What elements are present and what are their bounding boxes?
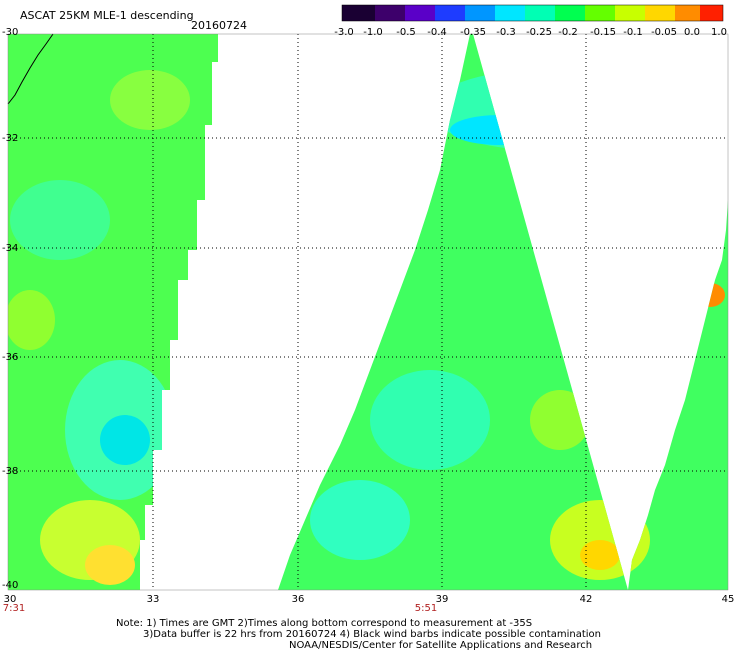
colorbar-tick-label: -0.5 — [396, 27, 416, 38]
colorbar-tick-label: -0.3 — [496, 27, 516, 38]
colorbar-tick-label: -0.05 — [651, 27, 677, 38]
lat-label: -34 — [2, 243, 19, 254]
footnote-line-1: Note: 1) Times are GMT 2)Times along bot… — [116, 618, 533, 629]
map-date: 20160724 — [191, 19, 247, 32]
lat-label: -38 — [2, 466, 19, 477]
footnote-line-2: 3)Data buffer is 22 hrs from 20160724 4)… — [143, 629, 601, 640]
lat-label: -32 — [2, 133, 19, 144]
colorbar-tick-label: -3.0 — [334, 27, 354, 38]
colorbar-tick-label: -0.15 — [590, 27, 616, 38]
time-label: 5:51 — [414, 603, 438, 614]
colorbar-tick-label: 1.0 — [711, 27, 727, 38]
lon-label: 36 — [291, 594, 305, 605]
colorbar-tick-label: -0.25 — [526, 27, 552, 38]
colorbar-tick-label: -0.4 — [427, 27, 447, 38]
lat-label: -30 — [2, 27, 19, 38]
colorbar-tick-label: -0.2 — [558, 27, 578, 38]
lon-label: 39 — [435, 594, 449, 605]
map-title: ASCAT 25KM MLE-1 descending — [20, 9, 194, 22]
colorbar — [341, 4, 724, 22]
colorbar-tick-label: -1.0 — [363, 27, 383, 38]
footnote-line-3: NOAA/NESDIS/Center for Satellite Applica… — [289, 640, 593, 651]
map-frame — [7, 33, 729, 591]
lon-label: 30 — [3, 594, 17, 605]
swath-left — [8, 34, 218, 590]
colorbar-tick-label: -0.35 — [460, 27, 486, 38]
colorbar-tick-label: -0.1 — [623, 27, 643, 38]
grid-lines — [8, 34, 728, 590]
colorbar-tick-label: 0.0 — [684, 27, 700, 38]
lat-label: -36 — [2, 352, 19, 363]
lon-label: 42 — [579, 594, 593, 605]
swath-right — [278, 34, 728, 590]
coastline — [7, 33, 54, 105]
time-label: 7:31 — [2, 603, 26, 614]
lon-label: 33 — [146, 594, 160, 605]
lon-label: 45 — [721, 594, 735, 605]
lat-label: -40 — [2, 580, 19, 591]
